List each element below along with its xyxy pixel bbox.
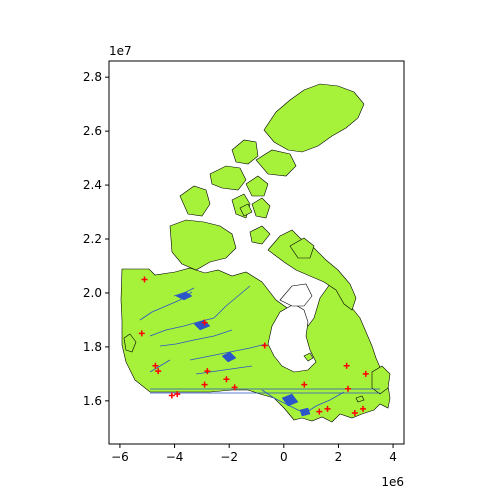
city-marker	[152, 362, 159, 369]
y-axis: 1.6 1.8 2.0 2.2 2.4 2.6 2.8	[83, 70, 109, 408]
city-marker	[362, 370, 369, 377]
king-william-island	[249, 225, 271, 245]
akimiski-island	[303, 352, 314, 362]
y-tick-label: 2.6	[83, 124, 102, 138]
axel-heiberg-island	[231, 139, 259, 165]
city-marker	[360, 405, 367, 412]
city-marker	[174, 391, 181, 398]
city-marker	[231, 384, 238, 391]
x-offset-label: 1e6	[381, 475, 404, 489]
y-tick-label: 2.4	[83, 178, 102, 192]
victoria-island	[169, 219, 237, 271]
city-marker	[168, 392, 175, 399]
newfoundland	[371, 365, 391, 395]
city-marker	[155, 368, 162, 375]
city-marker	[324, 405, 331, 412]
city-marker	[223, 376, 230, 383]
x-tick-label: 4	[389, 450, 397, 464]
city-marker	[141, 276, 148, 283]
vancouver-island	[123, 333, 137, 353]
baffin-island	[267, 229, 357, 311]
cornwallis-island	[239, 203, 253, 217]
axes-frame	[108, 60, 405, 445]
city-markers	[138, 276, 369, 416]
city-marker	[301, 381, 308, 388]
city-marker	[261, 342, 268, 349]
lakes	[175, 291, 311, 417]
x-tick-label: 2	[335, 450, 343, 464]
city-marker	[351, 409, 358, 416]
x-tick-label: −4	[166, 450, 184, 464]
devon-island	[255, 149, 297, 177]
ellesmere-island	[263, 83, 365, 153]
x-tick-label: 0	[280, 450, 288, 464]
hudson-bay	[267, 303, 317, 373]
y-tick-label: 2.8	[83, 70, 102, 84]
southampton-island	[289, 237, 315, 259]
y-tick-label: 2.0	[83, 286, 102, 300]
city-marker	[138, 330, 145, 337]
x-tick-label: −2	[220, 450, 238, 464]
banks-island	[179, 185, 211, 217]
x-tick-label: −6	[111, 450, 129, 464]
bathurst-island	[245, 175, 269, 197]
somerset-island	[251, 197, 271, 219]
x-axis: −6 −4 −2 0 2 4	[111, 444, 397, 464]
y-tick-label: 1.6	[83, 394, 102, 408]
city-marker	[316, 408, 323, 415]
mainland-polygon	[120, 267, 391, 423]
foxe-basin	[279, 283, 313, 307]
city-marker	[343, 362, 350, 369]
y-offset-label: 1e7	[109, 44, 132, 58]
y-tick-label: 2.2	[83, 232, 102, 246]
prince-edward-island	[355, 395, 365, 403]
city-marker	[345, 385, 352, 392]
y-tick-label: 1.8	[83, 340, 102, 354]
city-marker	[201, 319, 208, 326]
city-marker	[201, 381, 208, 388]
melville-island	[209, 165, 247, 191]
city-marker	[204, 368, 211, 375]
